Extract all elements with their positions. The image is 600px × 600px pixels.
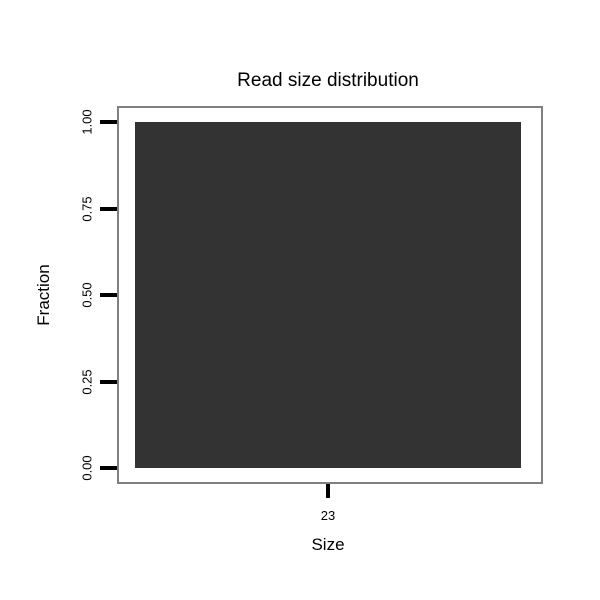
- y-tick-label-text: 0.75: [79, 195, 95, 222]
- bars-layer: [117, 106, 543, 484]
- x-tick-mark: [326, 484, 330, 498]
- y-axis-title-text: Fraction: [34, 264, 53, 326]
- y-tick-label-text: 0.00: [79, 455, 95, 481]
- y-tick-label-text: 0.50: [79, 282, 95, 308]
- y-tick-mark: [100, 293, 117, 297]
- y-tick-mark: [100, 466, 117, 470]
- y-tick-label-text: 0.25: [79, 368, 95, 395]
- chart-title: Read size distribution: [237, 70, 419, 91]
- x-tick-label: 23: [320, 508, 336, 523]
- y-tick-mark: [100, 379, 117, 384]
- x-axis-title: Size: [311, 535, 345, 554]
- y-tick-mark: [100, 206, 117, 211]
- y-tick-mark: [100, 120, 117, 124]
- y-tick-label-text: 1.00: [79, 109, 95, 135]
- bar[interactable]: [135, 122, 521, 468]
